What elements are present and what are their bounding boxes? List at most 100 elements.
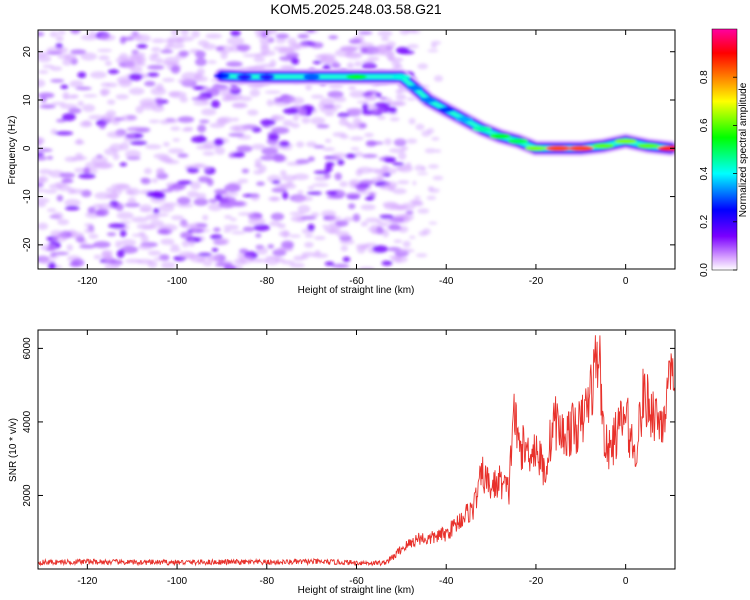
ridge-point [545,145,572,151]
noise-speckle [338,118,349,126]
y-tick-label: 20 [22,46,33,58]
noise-speckle [177,203,194,208]
noise-speckle [248,217,266,226]
noise-speckle [343,216,355,222]
noise-speckle [259,37,272,44]
noise-speckle [339,134,349,140]
noise-speckle [280,170,287,177]
noise-speckle [395,46,410,54]
noise-speckle [281,260,295,265]
noise-speckle [260,63,275,69]
noise-speckle [395,88,403,95]
noise-speckle [254,158,262,167]
noise-speckle [386,220,403,224]
noise-speckle [371,230,381,235]
noise-speckle [374,102,391,108]
noise-speckle [223,229,231,233]
noise-speckle [275,33,290,39]
noise-speckle [360,46,368,54]
noise-speckle [327,228,338,235]
noise-speckle [46,51,62,55]
noise-speckle [360,221,369,227]
noise-speckle [362,103,369,112]
noise-speckle [168,43,185,49]
noise-speckle [94,192,112,200]
noise-speckle [278,230,291,237]
noise-speckle [75,86,92,91]
noise-speckle [214,189,227,195]
noise-speckle [116,249,125,258]
noise-speckle [265,255,282,259]
noise-speckle [115,94,129,100]
noise-speckle [108,192,118,201]
noise-speckle [398,152,407,160]
noise-speckle [296,141,305,148]
noise-speckle [137,244,153,250]
noise-speckle [208,198,218,203]
noise-speckle [195,144,214,150]
noise-speckle [39,104,56,109]
noise-speckle [136,43,148,49]
noise-speckle [203,261,213,267]
colorbar-ticks: 0.0 0.2 0.4 0.6 0.8 [699,70,737,277]
noise-speckle [295,159,310,165]
noise-speckle [313,145,325,149]
noise-speckle [260,119,276,126]
noise-speckle [202,151,215,156]
noise-speckle [38,79,46,88]
spectrogram-x-axis: -120 -100 -80 -60 -40 -20 0 [77,30,629,287]
noise-speckle [300,215,317,220]
noise-speckle [412,201,424,207]
noise-speckle [366,141,384,145]
noise-speckle [275,38,286,44]
noise-speckle [52,212,64,220]
noise-speckle [272,155,288,163]
x-tick-label: -20 [529,576,544,587]
noise-speckle [390,100,407,107]
noise-speckle [112,153,120,161]
noise-speckle [406,138,418,144]
noise-speckle [297,204,311,214]
x-tick-label: -120 [77,276,97,287]
noise-speckle [177,78,194,85]
noise-speckle [191,97,208,101]
noise-speckle [151,213,169,217]
noise-speckle [76,138,83,145]
noise-speckle [130,66,143,74]
signal-ridge [213,67,675,157]
x-tick-label: -60 [349,576,364,587]
noise-speckle [195,223,208,228]
noise-speckle [396,248,415,253]
noise-speckle [316,124,330,129]
noise-speckle [171,215,184,221]
noise-speckle [98,55,110,61]
noise-speckle [367,56,380,62]
noise-speckle [324,138,332,143]
noise-speckle [134,62,147,67]
noise-speckle [417,63,429,70]
noise-speckle [305,83,312,91]
noise-speckle [314,250,321,256]
noise-speckle [104,60,112,66]
noise-speckle [157,229,169,235]
noise-speckle [255,233,262,238]
noise-speckle [153,208,160,214]
noise-speckle [131,233,146,237]
noise-speckle [150,220,164,228]
noise-speckle [59,172,76,179]
noise-speckle [38,54,52,63]
noise-speckle [268,196,281,202]
noise-speckle [211,247,219,252]
colorbar: 0.0 0.2 0.4 0.6 0.8 Normalized spectral ampl… [699,28,749,277]
noise-speckle [120,245,139,254]
noise-speckle [319,106,338,114]
noise-speckle [315,54,329,60]
noise-speckle [189,163,203,169]
noise-speckle [153,257,163,261]
noise-speckle [348,38,362,44]
noise-speckle [215,46,225,51]
noise-speckle [132,52,146,58]
noise-speckle [107,69,120,75]
noise-speckle [78,173,96,179]
